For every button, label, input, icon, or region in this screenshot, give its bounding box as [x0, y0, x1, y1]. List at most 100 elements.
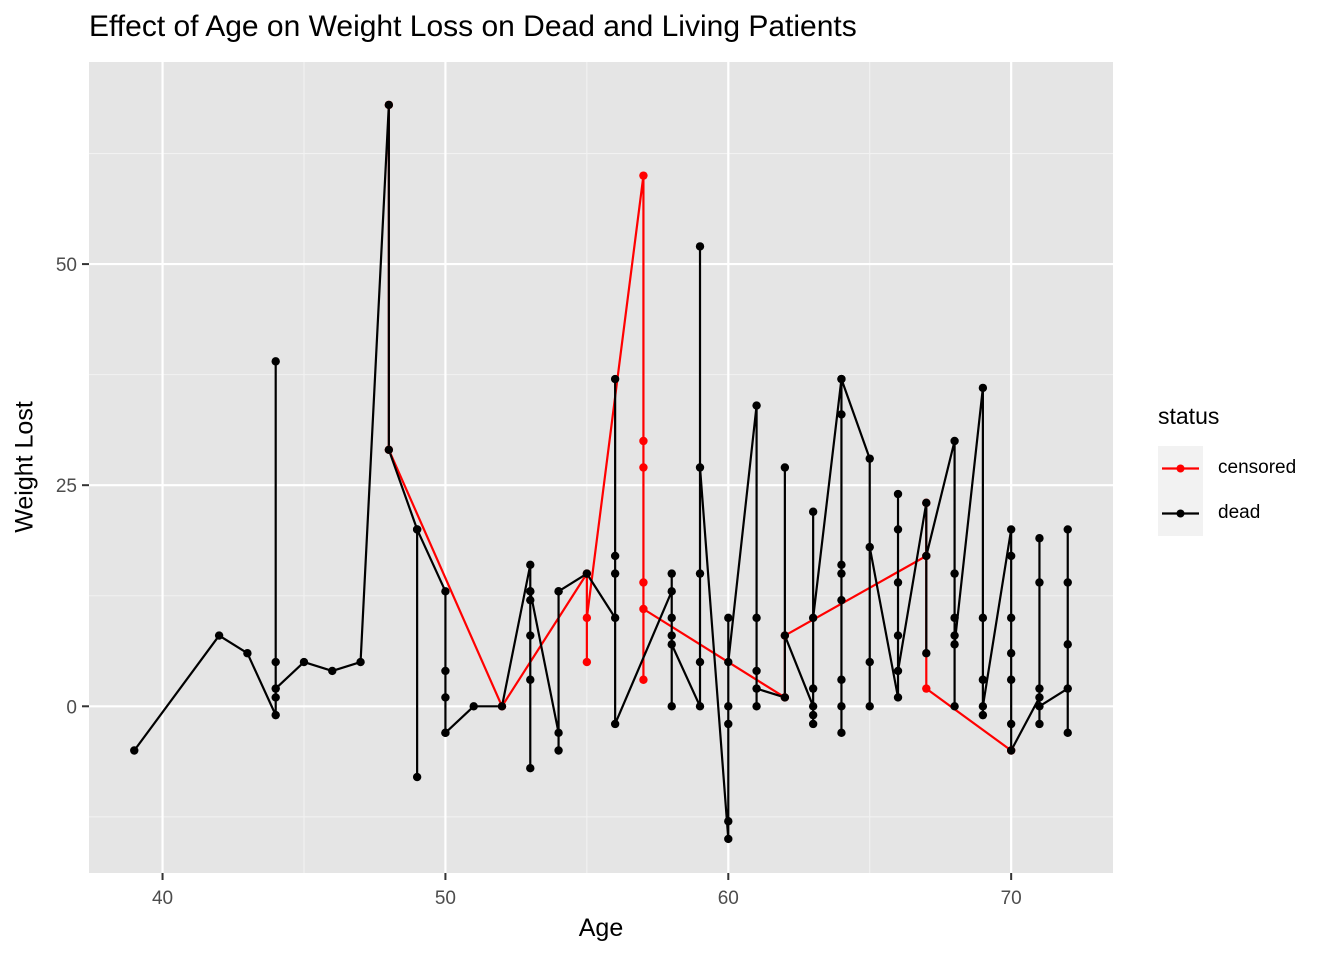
data-point-dead	[610, 613, 620, 623]
data-point-dead	[271, 357, 280, 366]
data-point-dead	[1006, 551, 1016, 561]
data-point-dead	[695, 569, 705, 578]
data-point-dead	[865, 702, 874, 711]
data-point-dead	[130, 746, 139, 755]
data-point-dead	[950, 702, 959, 711]
plot-panel	[89, 62, 1113, 873]
data-point-dead	[922, 649, 931, 658]
data-point-dead	[837, 374, 846, 384]
data-point-dead	[808, 719, 818, 729]
data-point-censored	[639, 171, 648, 180]
legend-label-dead: dead	[1218, 502, 1261, 523]
data-point-dead	[271, 710, 280, 720]
data-point-dead	[780, 463, 790, 472]
legend-symbol-censored	[1162, 464, 1199, 473]
data-point-dead	[1063, 640, 1072, 649]
data-point-dead	[667, 702, 676, 711]
data-point-censored	[639, 436, 648, 446]
data-point-dead	[526, 675, 535, 684]
data-point-dead	[752, 666, 761, 676]
legend-key-dead	[1158, 491, 1203, 536]
x-tick-label: 70	[1001, 888, 1022, 909]
data-point-dead	[243, 649, 252, 658]
data-point-dead	[1006, 719, 1016, 729]
data-point-dead	[412, 772, 422, 782]
data-point-dead	[1063, 578, 1072, 587]
data-point-dead	[865, 657, 874, 667]
data-point-dead	[441, 666, 450, 676]
data-point-dead	[356, 657, 365, 667]
data-point-dead	[808, 710, 818, 720]
data-point-dead	[554, 746, 563, 755]
data-point-dead	[1006, 675, 1016, 684]
data-point-dead	[808, 613, 818, 623]
data-point-dead	[837, 595, 846, 605]
data-point-dead	[922, 551, 931, 561]
legend-title: status	[1158, 403, 1220, 429]
data-point-dead	[837, 569, 846, 578]
data-point-dead	[1063, 525, 1072, 534]
data-point-censored	[639, 578, 648, 587]
data-point-censored	[639, 604, 648, 614]
legend-key-censored	[1158, 446, 1203, 491]
data-point-dead	[865, 542, 874, 552]
data-point-dead	[922, 498, 931, 508]
data-point-dead	[780, 631, 790, 640]
data-point-dead	[469, 702, 478, 711]
legend-point-dead	[1176, 509, 1185, 518]
data-point-dead	[1035, 534, 1044, 543]
data-point-dead	[526, 631, 535, 640]
data-point-dead	[808, 702, 818, 711]
data-point-dead	[752, 684, 761, 693]
data-point-dead	[950, 631, 959, 640]
data-point-dead	[695, 702, 705, 711]
data-point-dead	[526, 587, 535, 596]
y-tick-label: 50	[56, 255, 77, 276]
data-point-dead	[724, 613, 733, 623]
data-point-dead	[1006, 613, 1016, 623]
data-point-dead	[214, 631, 224, 640]
data-point-dead	[837, 675, 846, 684]
data-point-dead	[1006, 525, 1016, 534]
data-point-dead	[554, 728, 563, 738]
data-point-dead	[441, 728, 450, 738]
legend-symbol-dead	[1162, 509, 1199, 518]
data-point-dead	[526, 763, 535, 773]
data-point-dead	[978, 675, 988, 684]
data-point-dead	[978, 613, 988, 623]
x-axis-title: Age	[578, 914, 624, 942]
data-point-dead	[724, 817, 733, 826]
x-tick-label: 50	[435, 888, 456, 909]
data-point-censored	[582, 613, 592, 623]
data-point-dead	[526, 560, 535, 569]
data-point-dead	[610, 374, 620, 384]
data-point-dead	[893, 693, 903, 702]
data-point-dead	[667, 613, 676, 623]
legend-point-censored	[1176, 464, 1185, 473]
data-point-dead	[1006, 746, 1016, 755]
data-point-dead	[610, 719, 620, 729]
data-point-dead	[554, 587, 563, 596]
data-point-dead	[667, 631, 676, 640]
data-point-dead	[893, 666, 903, 676]
chart-title: Effect of Age on Weight Loss on Dead and…	[89, 10, 857, 43]
data-point-dead	[950, 569, 959, 578]
y-tick-label: 25	[56, 476, 77, 497]
data-point-dead	[1063, 728, 1072, 738]
data-point-censored	[639, 463, 648, 472]
data-point-dead	[299, 657, 309, 667]
data-point-dead	[1035, 578, 1044, 587]
data-point-dead	[695, 657, 705, 667]
data-point-dead	[893, 489, 903, 499]
data-point-dead	[837, 410, 846, 419]
data-point-dead	[752, 702, 761, 711]
data-point-dead	[441, 693, 450, 702]
data-point-dead	[328, 666, 337, 676]
data-point-dead	[1035, 684, 1044, 693]
data-point-dead	[271, 657, 280, 667]
y-axis-title: Weight Lost	[10, 401, 39, 533]
data-point-censored	[922, 684, 931, 693]
data-point-dead	[1035, 693, 1044, 702]
x-tick-label: 60	[718, 888, 739, 909]
